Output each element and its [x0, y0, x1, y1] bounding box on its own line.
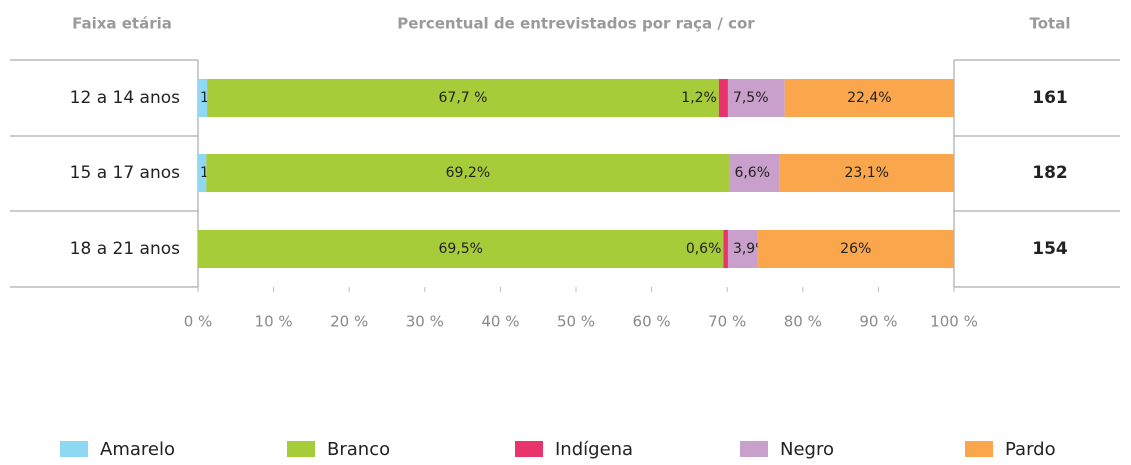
legend-label: Negro — [780, 439, 834, 460]
legend-label: Pardo — [1005, 439, 1056, 460]
x-tick-label: 70 % — [708, 313, 746, 331]
category-label: 15 a 17 anos — [70, 163, 180, 183]
total-header: Total — [1030, 15, 1071, 33]
category-label: 12 a 14 anos — [70, 88, 180, 108]
bar-segment — [718, 79, 728, 117]
chart-title: Percentual de entrevistados por raça / c… — [397, 15, 755, 33]
value-label: 23,1% — [844, 165, 888, 181]
value-label: 1,2% — [681, 90, 717, 106]
bar-segment — [723, 230, 728, 268]
legend-swatch — [60, 441, 88, 457]
value-label: 0,6% — [686, 241, 722, 257]
x-tick-label: 100 % — [930, 313, 978, 331]
value-label: 22,4% — [847, 90, 891, 106]
x-tick-label: 0 % — [184, 313, 213, 331]
value-label: 69,2% — [446, 165, 490, 181]
bar-segment — [729, 154, 780, 192]
legend-label: Branco — [327, 439, 390, 460]
bar-segment — [207, 79, 719, 117]
x-tick-label: 60 % — [633, 313, 671, 331]
x-tick-label: 90 % — [859, 313, 897, 331]
bar-segment — [198, 154, 207, 192]
legend-swatch — [287, 441, 315, 457]
total-label: 154 — [1032, 239, 1068, 259]
category-label: 18 a 21 anos — [70, 239, 180, 259]
total-label: 161 — [1032, 88, 1068, 108]
value-label: 67,7 % — [439, 90, 488, 106]
legend-swatch — [740, 441, 768, 457]
value-label: 26% — [840, 241, 871, 257]
legend-swatch — [515, 441, 543, 457]
bar-segment — [727, 230, 758, 268]
row-header: Faixa etária — [72, 15, 172, 33]
value-label: 7,5% — [733, 90, 769, 106]
bar-segment — [198, 79, 208, 117]
value-label: 69,5% — [438, 241, 482, 257]
x-tick-label: 20 % — [330, 313, 368, 331]
x-tick-label: 80 % — [784, 313, 822, 331]
legend-label: Indígena — [555, 439, 633, 460]
bar-segment — [757, 230, 954, 268]
x-tick-label: 40 % — [481, 313, 519, 331]
x-tick-label: 50 % — [557, 313, 595, 331]
bar-segment — [198, 230, 724, 268]
bar-segment — [206, 154, 730, 192]
legend-label: Amarelo — [100, 439, 175, 460]
x-tick-label: 10 % — [255, 313, 293, 331]
x-tick-label: 30 % — [406, 313, 444, 331]
bar-segment — [779, 154, 954, 192]
bar-segment — [727, 79, 785, 117]
legend-swatch — [965, 441, 993, 457]
value-label: 6,6% — [734, 165, 770, 181]
bar-segment — [784, 79, 954, 117]
total-label: 182 — [1032, 163, 1068, 183]
